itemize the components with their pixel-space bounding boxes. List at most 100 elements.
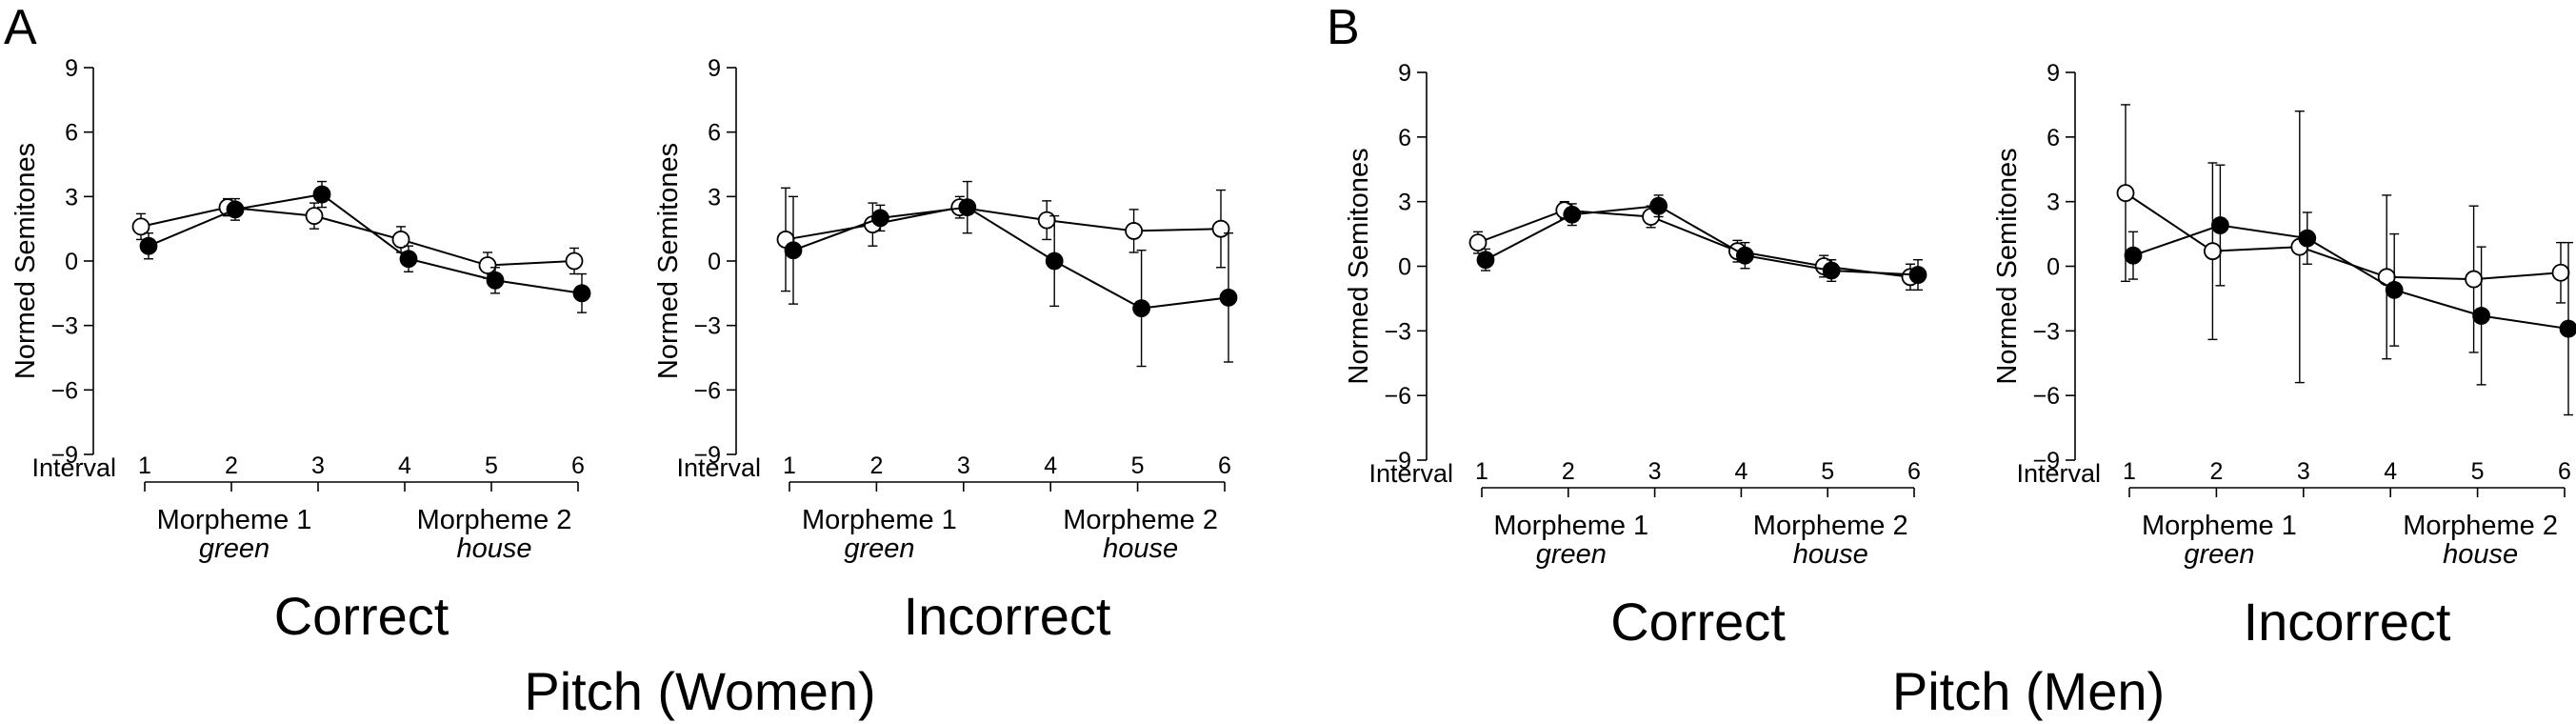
- chart-a-incorrect: 9 6 3 0 −3 −6 −9 Normed Semitones 1 2 3 4 5 6 Interval…: [653, 55, 1238, 646]
- x-axis-label: Interval: [676, 453, 761, 482]
- data-point-open: [131, 217, 150, 236]
- y-tick-label: 9: [708, 55, 721, 82]
- morpheme-2-word: house: [1103, 533, 1178, 564]
- y-tick-label: 9: [1398, 60, 1411, 87]
- y-tick-label: −9: [693, 442, 721, 469]
- y-tick-label: 6: [708, 120, 721, 147]
- data-point-filled: [139, 236, 158, 255]
- data-point-filled: [226, 200, 245, 219]
- series-filled-line: [792, 206, 1229, 310]
- data-point-filled: [2472, 307, 2491, 325]
- morpheme-2-label: Morpheme 2: [1753, 511, 1908, 541]
- chart-a-correct: 9 6 3 0 −3 −6 −9 Normed Semitones 1 2 3 4 5 6 Interval…: [10, 55, 591, 646]
- series-open-line: [1477, 209, 1911, 278]
- y-tick-label: 9: [2047, 60, 2060, 87]
- x-tick-label: 6: [1907, 458, 1921, 485]
- x-tick-label: 6: [1218, 452, 1231, 479]
- x-tick-label: 6: [2558, 458, 2571, 485]
- y-tick-label: 3: [2047, 190, 2060, 216]
- x-tick-label: 4: [1734, 458, 1747, 485]
- panel-letter-b: B: [1327, 0, 1360, 55]
- y-axis-label: Normed Semitones: [1992, 148, 2023, 384]
- y-tick-label: −6: [693, 377, 721, 404]
- data-point-filled: [1563, 205, 1582, 224]
- data-point-open: [2465, 270, 2484, 289]
- y-axis-label: Normed Semitones: [1344, 148, 1374, 384]
- y-tick-label: −9: [1384, 448, 1411, 474]
- x-tick-label: 2: [869, 452, 883, 479]
- charts: 9 6 3 0 −3 −6 −9 Normed Semitones 1 2 3 4 5 6 Interval…: [10, 55, 2576, 652]
- series-filled-line: [1485, 205, 1919, 276]
- data-point-filled: [1132, 299, 1150, 318]
- group-title-men: Pitch (Men): [1892, 661, 2165, 721]
- data-point-filled: [486, 271, 505, 290]
- x-tick-label: 1: [1475, 458, 1488, 485]
- data-point-filled: [312, 185, 331, 204]
- x-tick-label: 3: [311, 452, 325, 479]
- data-point-open: [478, 256, 497, 274]
- y-tick-label: −3: [50, 313, 78, 340]
- x-tick-label: 5: [1131, 452, 1145, 479]
- x-tick-label: 4: [1044, 452, 1057, 479]
- data-point-filled: [572, 284, 591, 303]
- morpheme-2-label: Morpheme 2: [417, 505, 572, 535]
- morpheme-2-word: house: [456, 533, 531, 564]
- data-point-filled: [2124, 246, 2143, 265]
- data-point-filled: [399, 250, 418, 269]
- data-point-open: [2203, 242, 2222, 261]
- y-tick-label: −6: [1384, 383, 1411, 410]
- series-filled-line: [2132, 224, 2569, 331]
- y-tick-label: −3: [1384, 318, 1411, 345]
- x-tick-label: 1: [138, 452, 151, 479]
- series-open-line: [2125, 191, 2562, 281]
- data-point-open: [565, 251, 584, 271]
- data-point-filled: [2385, 280, 2404, 299]
- x-axis-label: Interval: [1368, 459, 1453, 488]
- data-point-filled: [871, 209, 889, 228]
- y-axis-label: Normed Semitones: [10, 143, 41, 379]
- x-tick-label: 4: [2384, 458, 2397, 485]
- morpheme-1-label: Morpheme 1: [157, 505, 312, 535]
- data-point-filled: [1219, 288, 1238, 307]
- chart-b-correct: 9 6 3 0 −3 −6 −9 Normed Semitones 1 2 3 4 5 6 Interval…: [1344, 60, 1927, 652]
- data-point-open: [1211, 219, 1230, 238]
- morpheme-1-word: green: [1536, 539, 1607, 570]
- y-tick-label: 6: [1398, 125, 1411, 151]
- data-point-filled: [1045, 251, 1064, 271]
- x-tick-label: 5: [485, 452, 498, 479]
- panel-letter-a: A: [4, 0, 37, 55]
- x-tick-label: 1: [783, 452, 796, 479]
- x-tick-label: 3: [2297, 458, 2310, 485]
- x-tick-label: 3: [957, 452, 970, 479]
- x-tick-label: 5: [2471, 458, 2485, 485]
- y-tick-label: −9: [50, 442, 78, 469]
- y-tick-label: −9: [2032, 448, 2060, 474]
- data-point-filled: [2210, 216, 2229, 234]
- series-filled-line: [148, 193, 583, 294]
- morpheme-1-word: green: [199, 533, 270, 564]
- data-point-filled: [784, 241, 803, 260]
- x-tick-label: 3: [1648, 458, 1662, 485]
- condition-title: Correct: [274, 586, 449, 646]
- y-tick-label: 3: [1398, 190, 1411, 216]
- condition-title: Correct: [1610, 592, 1786, 652]
- data-point-open: [391, 231, 410, 249]
- x-tick-label: 4: [398, 452, 411, 479]
- y-tick-label: −3: [693, 313, 721, 340]
- x-tick-label: 6: [571, 452, 585, 479]
- data-point-filled: [2559, 319, 2576, 338]
- x-tick-label: 5: [1821, 458, 1834, 485]
- condition-title: Incorrect: [2244, 592, 2451, 652]
- morpheme-2-word: house: [2443, 539, 2518, 570]
- morpheme-1-label: Morpheme 1: [1493, 511, 1648, 541]
- morpheme-2-label: Morpheme 2: [2403, 511, 2558, 541]
- series-open-line: [785, 206, 1222, 241]
- morpheme-2-label: Morpheme 2: [1063, 505, 1218, 535]
- condition-title: Incorrect: [904, 586, 1111, 646]
- series-open-line: [140, 206, 575, 267]
- morpheme-1-word: green: [2184, 539, 2254, 570]
- data-point-filled: [1908, 266, 1927, 284]
- y-tick-label: −6: [50, 377, 78, 404]
- data-point-open: [305, 207, 324, 226]
- y-tick-label: 3: [65, 184, 78, 211]
